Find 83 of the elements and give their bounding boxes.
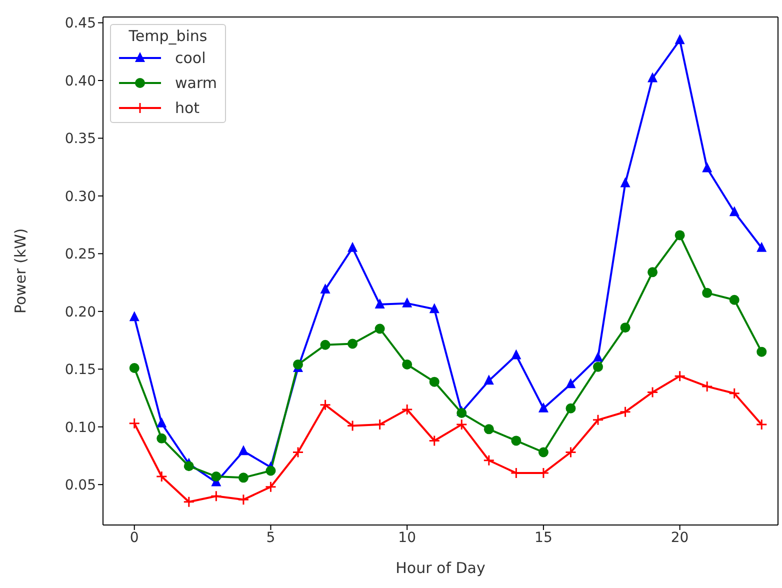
y-axis-title: Power (kW): [11, 228, 30, 314]
point: [184, 461, 194, 472]
point: [429, 303, 440, 314]
point: [620, 406, 632, 418]
point: [348, 242, 358, 252]
point: [620, 177, 630, 188]
point: [511, 349, 522, 360]
point: [183, 496, 195, 508]
point: [429, 376, 440, 387]
point: [483, 454, 495, 466]
point: [128, 418, 140, 430]
point: [374, 298, 385, 308]
point: [402, 297, 412, 308]
point: [320, 340, 330, 350]
y-tick-label: 0.35: [64, 131, 96, 148]
point: [320, 399, 332, 411]
point: [238, 472, 248, 483]
point: [264, 481, 276, 493]
point: [156, 417, 167, 428]
y-tick-label: 0.05: [64, 478, 96, 494]
point: [401, 404, 413, 416]
point: [320, 283, 330, 294]
y-tick-label: 0.30: [64, 188, 96, 205]
point: [484, 424, 494, 434]
legend-label: hot: [175, 98, 200, 116]
y-tick-label: 0.25: [64, 246, 96, 263]
point: [538, 447, 548, 458]
legend-title: Temp_bins: [128, 27, 208, 45]
y-tick-label: 0.15: [64, 362, 96, 378]
point: [702, 162, 712, 172]
x-tick-label: 0: [130, 530, 139, 546]
point: [374, 418, 386, 430]
point: [756, 418, 768, 430]
point: [156, 470, 168, 482]
y-tick-label: 0.10: [64, 420, 96, 436]
point: [566, 403, 576, 414]
x-tick-label: 20: [670, 530, 689, 546]
x-tick-label: 5: [266, 530, 276, 546]
legend-label: warm: [175, 74, 217, 92]
x-tick-label: 15: [534, 530, 552, 546]
point: [648, 267, 658, 278]
point: [402, 360, 412, 370]
legend-label: cool: [175, 48, 206, 66]
point: [456, 408, 467, 418]
point: [129, 311, 140, 322]
x-tick-label: 10: [398, 530, 416, 546]
point: [620, 322, 630, 333]
point: [428, 434, 440, 446]
point: [484, 374, 494, 385]
point: [729, 294, 740, 305]
point: [593, 362, 603, 372]
point: [156, 433, 167, 444]
point: [756, 346, 767, 357]
point: [564, 446, 576, 458]
point: [702, 288, 712, 298]
point: [210, 490, 222, 502]
point: [592, 414, 604, 426]
point: [729, 206, 740, 216]
point: [593, 352, 603, 362]
y-tick-label: 0.20: [64, 304, 96, 320]
y-tick-label: 0.45: [64, 16, 96, 32]
x-axis-title: Hour of Day: [396, 559, 486, 577]
point: [374, 324, 385, 334]
point: [238, 445, 248, 456]
point: [728, 388, 740, 400]
point: [648, 72, 658, 82]
point: [456, 418, 468, 430]
point: [238, 494, 250, 506]
point: [674, 370, 686, 382]
point: [566, 378, 576, 388]
point: [129, 362, 140, 373]
point: [211, 472, 222, 482]
point: [674, 230, 685, 240]
point: [646, 386, 658, 398]
point: [538, 402, 548, 412]
point: [674, 34, 685, 44]
point: [292, 446, 304, 458]
point: [348, 338, 358, 349]
point: [701, 380, 713, 392]
point: [511, 436, 522, 446]
point: [756, 242, 767, 252]
y-tick-label: 0.40: [64, 73, 96, 90]
point: [266, 466, 276, 476]
